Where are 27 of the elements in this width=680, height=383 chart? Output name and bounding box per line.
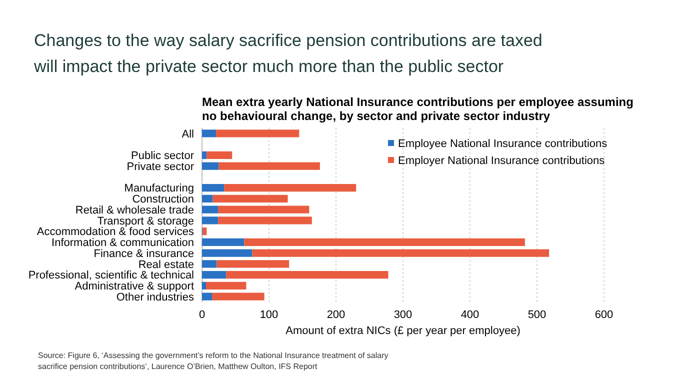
x-tick-label: 400: [460, 309, 480, 321]
y-tick-label: Finance & insurance: [94, 248, 194, 260]
y-tick-label: Construction: [132, 194, 194, 206]
y-tick-label: Private sector: [126, 160, 194, 173]
x-tick-label: 500: [528, 309, 546, 321]
y-tick-label: Accommodation & food services: [36, 226, 194, 238]
legend-label: Employer National Insurance contributions: [398, 154, 606, 167]
y-tick-label: All: [182, 128, 194, 140]
y-tick-label: Other industries: [116, 291, 194, 304]
chart-subtitle: Mean extra yearly National Insurance contributions per employee assuming no behavioural change, by sector and private sector industry: [202, 95, 634, 123]
x-tick-label: 0: [198, 309, 206, 321]
y-tick-label: Public sector: [131, 150, 194, 162]
y-tick-label: Retail & wholesale trade: [75, 204, 194, 216]
chart-title: Changes to the way salary sacrifice pension contributions are taxed will impact the private sector much more than the public sector: [33, 31, 542, 76]
y-tick-label: Real estate: [138, 258, 194, 271]
y-tick-label: Administrative & support: [74, 280, 194, 293]
x-tick-label: 100: [260, 309, 278, 321]
y-tick-label: Professional, scientific & technical: [28, 270, 194, 282]
y-tick-label: Information & communication: [52, 237, 194, 250]
x-tick-label: 600: [594, 309, 614, 321]
source-note: Source: Figure 6, ‘Assessing the government’s reform to the National Insurance treatment of salary sacrifice pension contributions’, Laurence O’Brien, Matthew Oulton, IFS Report: [38, 351, 388, 371]
legend-label: Employee National Insurance contributions: [398, 138, 608, 150]
x-axis-title: Amount of extra NICs (£ per year per employee): [286, 325, 520, 337]
x-tick-label: 200: [326, 309, 346, 321]
y-tick-label: Transport & storage: [97, 215, 194, 228]
x-tick-label: 300: [394, 309, 412, 321]
y-tick-label: Manufacturing: [124, 182, 194, 195]
